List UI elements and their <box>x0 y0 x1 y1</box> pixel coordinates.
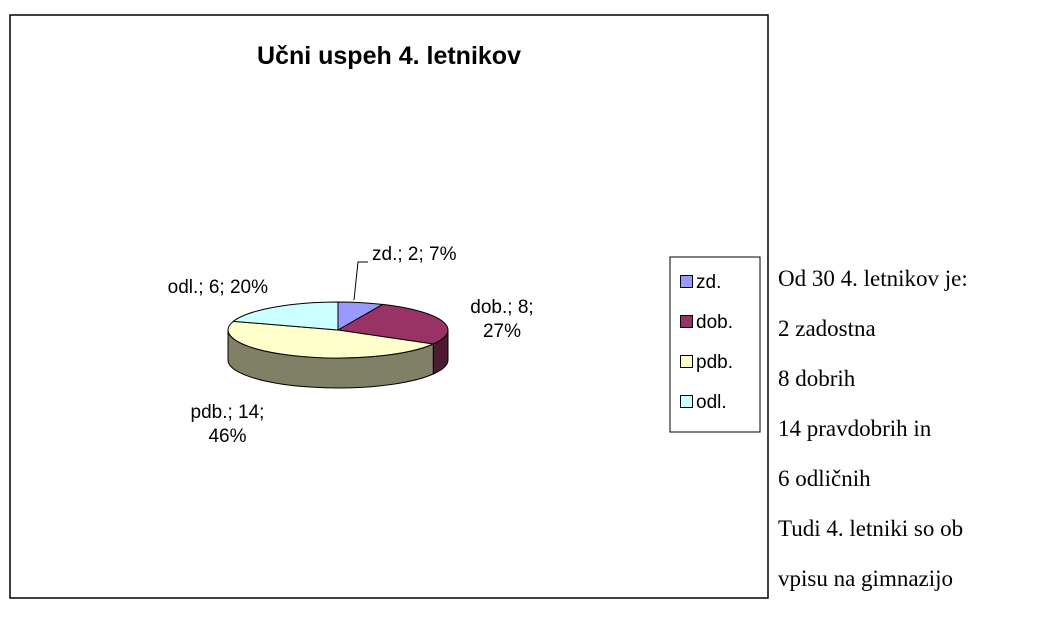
text-line: 14 pravdobrih in <box>778 416 932 441</box>
chart-title: Učni uspeh 4. letnikov <box>257 42 521 70</box>
text-line: vpisu na gimnazijo <box>778 566 954 591</box>
text-line: Tudi 4. letniki so ob <box>778 516 964 541</box>
leader-line <box>353 261 368 301</box>
legend-swatch <box>680 315 693 328</box>
legend-label: odl. <box>696 392 727 413</box>
legend-entry: odl. <box>680 392 727 414</box>
pie-slice <box>227 320 436 359</box>
legend-label: pdb. <box>696 352 733 373</box>
legend-swatch <box>680 395 693 408</box>
data-label: odl.; 6; 20% <box>167 277 268 298</box>
pie <box>227 301 449 389</box>
legend-swatch <box>680 355 693 368</box>
legend-entry: pdb. <box>680 352 733 374</box>
text-line: 2 zadostna <box>778 316 876 341</box>
legend-swatch <box>680 275 693 288</box>
text-line: 8 dobrih <box>778 366 856 391</box>
legend-entry: dob. <box>680 312 733 334</box>
pie-slice <box>232 301 339 331</box>
legend-label: zd. <box>696 272 722 293</box>
text-line: Od 30 4. letnikov je: <box>778 266 968 291</box>
legend-entry: zd. <box>680 272 721 294</box>
pie-slice <box>336 303 449 345</box>
legend-label: dob. <box>696 312 733 333</box>
data-label: zd.; 2; 7% <box>372 244 457 265</box>
data-label: dob.; 8; 27% <box>470 297 534 342</box>
text-line: 6 odličnih <box>778 466 871 491</box>
data-label: pdb.; 14; 46% <box>190 402 265 447</box>
